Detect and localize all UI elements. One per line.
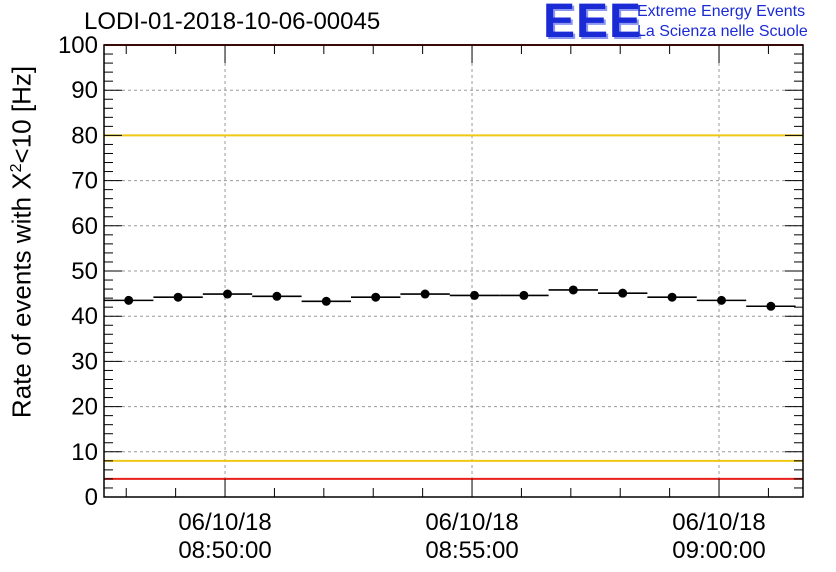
- y-tick-label: 40: [71, 303, 98, 330]
- x-tick-time: 09:00:00: [672, 537, 765, 564]
- y-tick-label: 30: [71, 348, 98, 375]
- y-tick-label: 60: [71, 213, 98, 240]
- data-point: [222, 289, 232, 299]
- y-tick-label: 50: [71, 258, 98, 285]
- grid-lines: [104, 45, 803, 497]
- data-point: [124, 295, 134, 305]
- y-tick-label: 0: [85, 484, 98, 511]
- logo-line-1: Extreme Energy Events: [637, 3, 806, 20]
- data-point: [519, 290, 529, 300]
- y-axis-label-rest: <10 [Hz]: [6, 65, 37, 164]
- data-point: [272, 291, 282, 301]
- x-tick-date: 06/10/18: [425, 509, 518, 536]
- y-axis-label-main: Rate of events with X: [6, 172, 37, 419]
- axis-ticks: [104, 44, 803, 498]
- x-tick-labels: 06/10/1808:50:0006/10/1808:55:0006/10/18…: [178, 509, 765, 564]
- logo-line-2: La Scienza nelle Scuole: [637, 23, 808, 40]
- data-point: [420, 289, 430, 299]
- data-point: [568, 285, 578, 295]
- plot-frame: [103, 44, 804, 498]
- data-series: [104, 285, 796, 311]
- data-point: [766, 301, 776, 311]
- data-point: [173, 292, 183, 302]
- y-axis-label: Rate of events with X2<10 [Hz]: [7, 66, 38, 418]
- logo-letters: EEE: [543, 0, 643, 48]
- y-tick-labels: 0 10 20 30 40 50 60 70 80 90 100: [58, 32, 98, 511]
- y-tick-label: 80: [71, 122, 98, 149]
- y-axis-label-sup: 2: [7, 163, 25, 173]
- data-point: [716, 295, 726, 305]
- reference-lines: [104, 44, 803, 480]
- y-tick-label: 90: [71, 77, 98, 104]
- x-tick-time: 08:55:00: [425, 537, 518, 564]
- data-point: [618, 288, 628, 298]
- y-tick-label: 100: [58, 32, 98, 59]
- y-tick-label: 20: [71, 394, 98, 421]
- x-tick-date: 06/10/18: [178, 509, 271, 536]
- data-point: [469, 290, 479, 300]
- x-tick-time: 08:50:00: [178, 537, 271, 564]
- data-point: [321, 296, 331, 306]
- chart-title: LODI-01-2018-10-06-00045: [84, 8, 381, 35]
- x-tick-date: 06/10/18: [672, 509, 765, 536]
- y-tick-label: 10: [71, 439, 98, 466]
- y-tick-label: 70: [71, 168, 98, 195]
- data-point: [667, 292, 677, 302]
- data-point: [371, 292, 381, 302]
